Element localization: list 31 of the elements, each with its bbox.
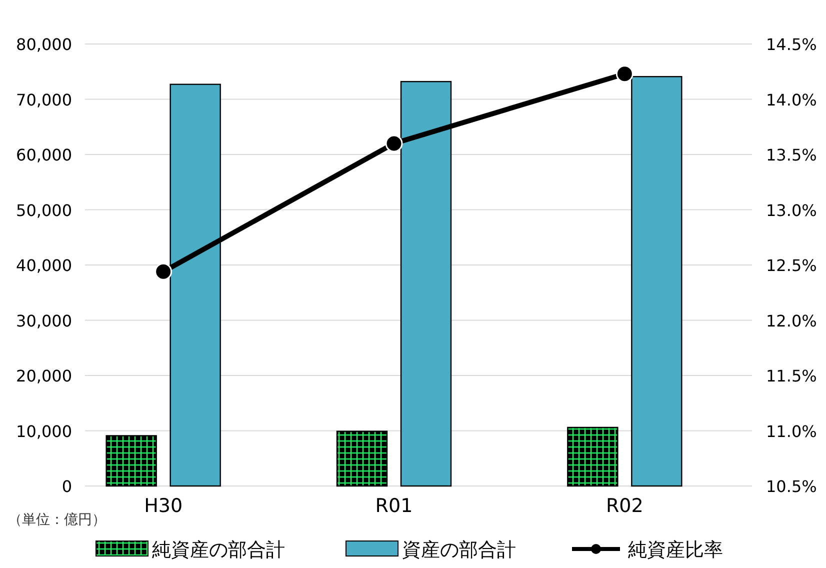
y2-tick-label: 14.0% xyxy=(766,90,817,110)
y2-tick-label: 13.5% xyxy=(766,146,817,164)
y2-tick-label: 14.5% xyxy=(766,35,817,54)
bar xyxy=(567,426,618,487)
y-tick-label: 30,000 xyxy=(16,311,72,330)
text: （単位：億円） xyxy=(8,512,106,528)
y-tick-label: 60,000 xyxy=(16,146,72,164)
y2-tick-label: 12.5% xyxy=(766,256,817,275)
x-tick-label: R02 xyxy=(606,495,644,517)
legend-label: 資産の部合計 xyxy=(402,539,516,561)
y-tick-label: 80,000 xyxy=(16,35,72,54)
y-tick-label: 20,000 xyxy=(16,366,72,386)
y-tick-label: 70,000 xyxy=(16,90,72,110)
y-tick-label: 10,000 xyxy=(16,422,72,441)
bar xyxy=(106,435,157,487)
legend-label: 純資産比率 xyxy=(628,539,723,561)
y2-tick-label: 11.0% xyxy=(766,422,817,441)
legend-label: 純資産の部合計 xyxy=(152,539,285,561)
y2-tick-label: 11.5% xyxy=(766,366,817,386)
y2-tick-label: 12.0% xyxy=(766,311,817,330)
y-tick-label: 50,000 xyxy=(16,200,72,220)
point xyxy=(154,262,172,280)
point xyxy=(616,65,634,83)
x-tick-label: H30 xyxy=(144,495,183,517)
point xyxy=(385,134,403,152)
x-tick-label: R01 xyxy=(375,495,413,517)
y2-tick-label: 13.0% xyxy=(766,200,817,220)
y-tick-label: 0 xyxy=(62,477,72,496)
bar xyxy=(336,430,388,487)
y2-tick-label: 10.5% xyxy=(766,477,817,496)
y-tick-label: 40,000 xyxy=(16,256,72,275)
